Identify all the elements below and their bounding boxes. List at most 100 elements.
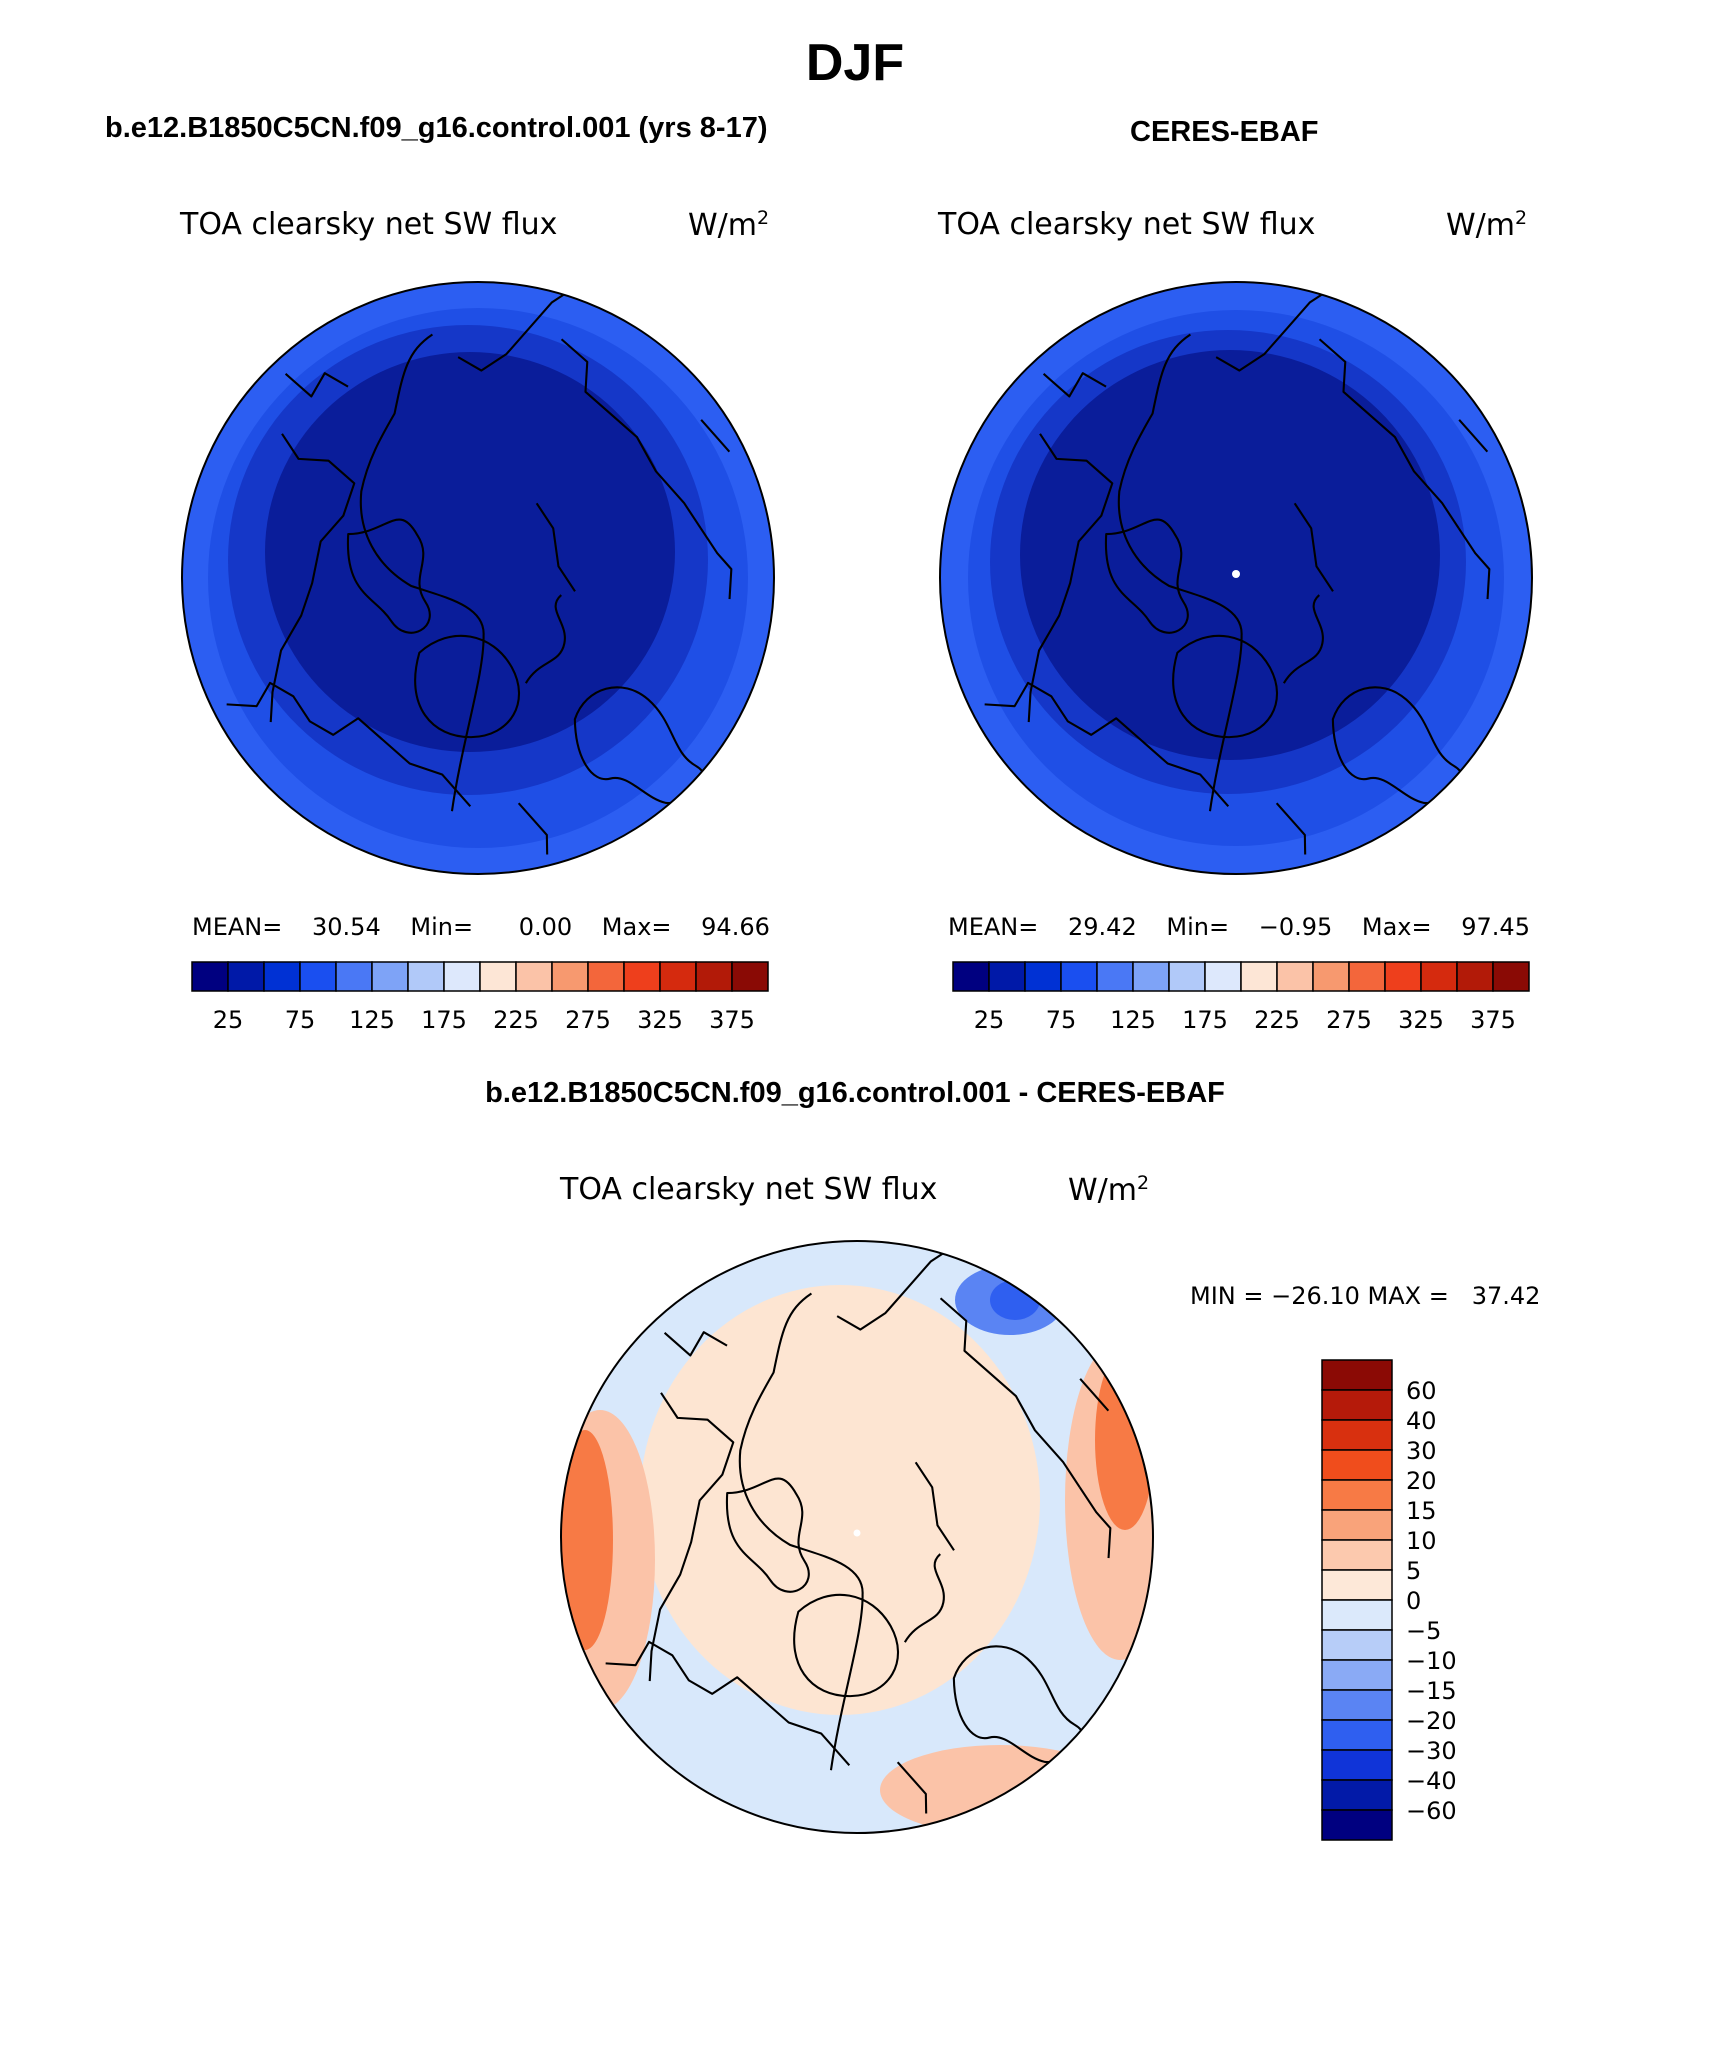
colorbar-panel-1: 25 75 125 175 225 275 325 375 <box>191 961 769 1034</box>
colorbar-1-swatch <box>731 961 769 992</box>
colorbar-2-swatch <box>1456 961 1494 992</box>
colorbar-2-swatch <box>1060 961 1098 992</box>
panel-2-max-label: Max= <box>1361 913 1432 941</box>
colorbar-2-tick-label: 325 <box>1398 1006 1444 1034</box>
colorbar-diff-tick-label: 30 <box>1406 1437 1437 1465</box>
colorbar-1-swatch <box>191 961 229 992</box>
colorbar-diff-tick-label: −40 <box>1406 1767 1457 1795</box>
colorbar-1-swatch <box>299 961 337 992</box>
colorbar-diff-tick-label: −10 <box>1406 1647 1457 1675</box>
colorbar-2-tick-label: 25 <box>974 1006 1005 1034</box>
panel-2-mean-label: MEAN= <box>948 913 1039 941</box>
colorbar-2-swatch <box>1312 961 1350 992</box>
colorbar-2-swatch <box>1132 961 1170 992</box>
colorbar-2-tick-label: 75 <box>1046 1006 1077 1034</box>
colorbar-diff-swatch <box>1321 1359 1393 1391</box>
colorbar-1-swatch <box>407 961 445 992</box>
colorbar-1-swatch <box>587 961 625 992</box>
colorbar-diff-swatch <box>1321 1749 1393 1781</box>
diff-range: MIN = −26.10 MAX = 37.42 <box>1190 1282 1541 1310</box>
colorbar-2-swatch <box>1384 961 1422 992</box>
panel-1-heading: b.e12.B1850C5CN.f09_g16.control.001 (yrs… <box>105 112 768 144</box>
panel-1-variable: TOA clearsky net SW flux <box>180 207 558 242</box>
colorbar-2-tick-label: 125 <box>1110 1006 1156 1034</box>
colorbar-2-tick-label: 175 <box>1182 1006 1228 1034</box>
colorbar-diff-swatch <box>1321 1539 1393 1571</box>
colorbar-1-tick-label: 75 <box>285 1006 316 1034</box>
panel-1-max: 94.66 <box>701 913 770 941</box>
diff-units: W/m2 <box>1068 1172 1149 1208</box>
panel-2-units-base: W/m <box>1446 208 1515 243</box>
colorbar-1-tick-label: 175 <box>421 1006 467 1034</box>
panel-1-stats: MEAN= 30.54 Min= 0.00 Max= 94.66 <box>192 913 770 941</box>
diff-east-warm-2 <box>1095 1350 1153 1530</box>
colorbar-1-tick-label: 25 <box>213 1006 244 1034</box>
colorbar-1-swatch <box>695 961 733 992</box>
panel-2-min-label: Min= <box>1166 913 1230 941</box>
colorbar-diff-tick-label: 10 <box>1406 1527 1437 1555</box>
diff-units-base: W/m <box>1068 1173 1137 1208</box>
colorbar-2-swatch <box>1492 961 1530 992</box>
colorbar-1-swatch <box>371 961 409 992</box>
colorbar-diff-tick-label: 5 <box>1406 1557 1421 1585</box>
panel-1-min: 0.00 <box>518 913 573 941</box>
panel-2-variable: TOA clearsky net SW flux <box>938 207 1316 242</box>
map-1-polar-core <box>265 352 675 752</box>
colorbar-2-swatch <box>1348 961 1386 992</box>
colorbar-1-swatch <box>515 961 553 992</box>
colorbar-diff-swatch <box>1321 1509 1393 1541</box>
colorbar-2-swatch <box>1024 961 1062 992</box>
panel-2-heading: CERES-EBAF <box>1130 116 1319 148</box>
diff-heading: b.e12.B1850C5CN.f09_g16.control.001 - CE… <box>485 1077 1225 1109</box>
panel-2-mean: 29.42 <box>1068 913 1137 941</box>
colorbar-panel-2: 25 75 125 175 225 275 325 375 <box>952 961 1530 1034</box>
diff-pole-marker <box>853 1529 861 1537</box>
panel-1-units-base: W/m <box>688 208 757 243</box>
diff-border <box>560 1240 1154 1834</box>
colorbar-diff-swatch <box>1321 1719 1393 1751</box>
colorbar-1-tick-label: 375 <box>709 1006 755 1034</box>
diff-south-warm <box>880 1745 1120 1833</box>
panel-2-min: −0.95 <box>1258 913 1333 941</box>
map-1-border <box>181 281 775 875</box>
map-2-pole-marker <box>1232 570 1240 578</box>
colorbar-diff-tick-label: 0 <box>1406 1587 1421 1615</box>
colorbar-diff-swatch <box>1321 1599 1393 1631</box>
colorbar-2-swatch <box>952 961 990 992</box>
colorbar-diff-swatch <box>1321 1689 1393 1721</box>
colorbar-diff-tick-label: −20 <box>1406 1707 1457 1735</box>
panel-1-mean: 30.54 <box>312 913 381 941</box>
colorbar-diff-swatch <box>1321 1659 1393 1691</box>
colorbar-diff-swatch <box>1321 1389 1393 1421</box>
colorbar-1-tick-label: 325 <box>637 1006 683 1034</box>
colorbar-diff-tick-label: −60 <box>1406 1797 1457 1825</box>
colorbar-diff-tick-label: −30 <box>1406 1737 1457 1765</box>
panel-1-units-exp: 2 <box>757 207 770 229</box>
colorbar-diff-tick-label: 60 <box>1406 1377 1437 1405</box>
map-panel-diff <box>560 1240 1154 1834</box>
diff-west-warm-2 <box>561 1430 613 1650</box>
colorbar-2-swatch <box>1204 961 1242 992</box>
colorbar-2-swatch <box>1420 961 1458 992</box>
panel-2-stats: MEAN= 29.42 Min= −0.95 Max= 97.45 <box>948 913 1530 941</box>
colorbar-diff-swatch <box>1321 1629 1393 1661</box>
colorbar-2-tick-label: 375 <box>1470 1006 1516 1034</box>
colorbar-diff-swatch <box>1321 1419 1393 1451</box>
panel-1-min-label: Min= <box>410 913 474 941</box>
colorbar-1-swatch <box>623 961 661 992</box>
map-2-polar-core <box>1020 350 1440 760</box>
colorbar-diff-swatch <box>1321 1569 1393 1601</box>
colorbar-2-swatch <box>1096 961 1134 992</box>
panel-2-units: W/m2 <box>1446 207 1527 243</box>
colorbar-1-swatch <box>551 961 589 992</box>
map-panel-1 <box>181 281 775 875</box>
colorbar-diff-tick-label: −15 <box>1406 1677 1457 1705</box>
colorbar-1-swatch <box>443 961 481 992</box>
colorbar-1-tick-label: 275 <box>565 1006 611 1034</box>
diff-units-exp: 2 <box>1137 1172 1150 1194</box>
main-title: DJF <box>805 34 905 92</box>
panel-2-max: 97.45 <box>1461 913 1530 941</box>
colorbar-1-tick-label: 225 <box>493 1006 539 1034</box>
